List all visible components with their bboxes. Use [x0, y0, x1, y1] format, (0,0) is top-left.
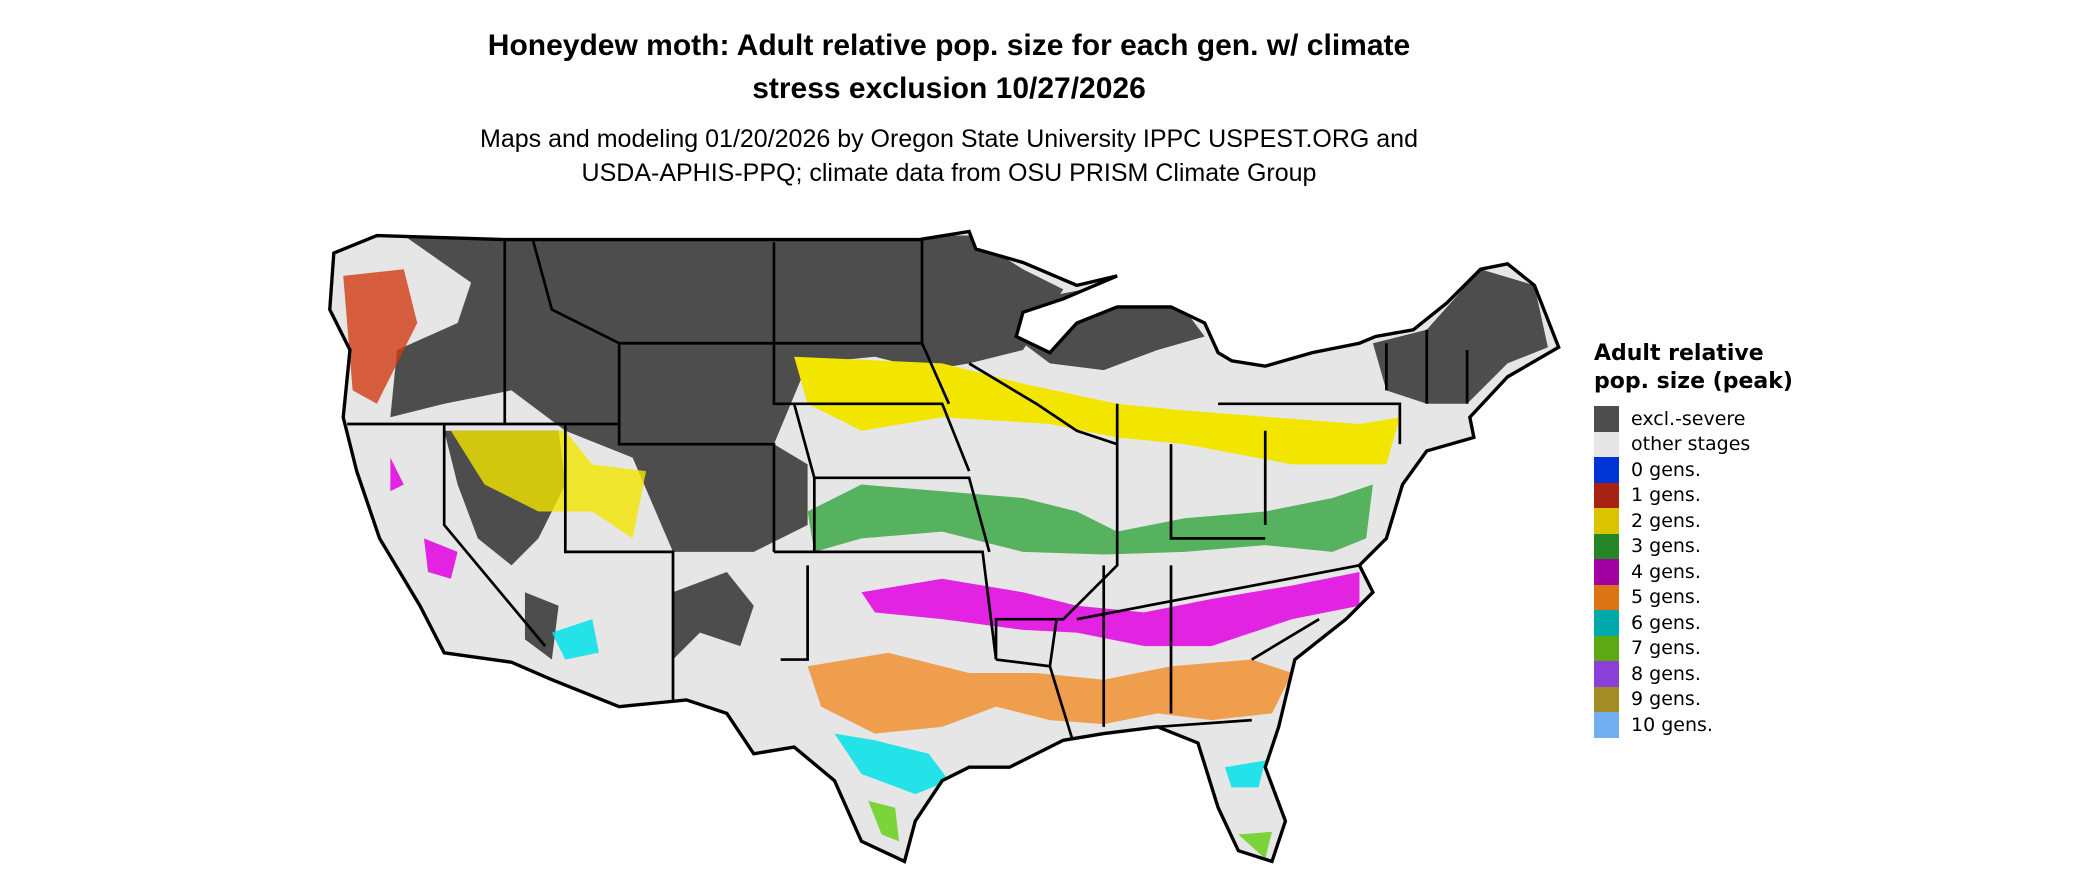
legend-swatch [1594, 686, 1619, 712]
map-title-line-2: stress exclusion 10/27/2026 [752, 72, 1146, 105]
region-excluded-southwest [524, 572, 754, 660]
legend-item: 4 gens. [1594, 559, 1794, 585]
region-2gen-west [450, 430, 647, 539]
legend-swatch [1594, 584, 1619, 610]
legend-label: 7 gens. [1631, 637, 1701, 660]
legend-swatch [1594, 661, 1619, 687]
legend-label: 5 gens. [1631, 586, 1701, 609]
map-subtitle-line-2: USDA-APHIS-PPQ; climate data from OSU PR… [581, 159, 1317, 187]
legend-swatch [1594, 508, 1619, 534]
region-2gen-band [794, 356, 1400, 465]
legend-item: 7 gens. [1594, 635, 1794, 661]
legend-label: 2 gens. [1631, 509, 1701, 532]
legend-swatch [1594, 559, 1619, 585]
map-subtitle-line-1: Maps and modeling 01/20/2026 by Oregon S… [480, 125, 1418, 153]
legend-swatch [1594, 610, 1619, 636]
legend-item: other stages [1594, 431, 1794, 457]
legend-label: 1 gens. [1631, 484, 1701, 507]
map-subtitle: Maps and modeling 01/20/2026 by Oregon S… [0, 122, 1898, 190]
region-4gen-band [390, 457, 1360, 647]
legend-label: excl.-severe [1631, 407, 1746, 430]
legend-item: 9 gens. [1594, 686, 1794, 712]
legend-label: 4 gens. [1631, 560, 1701, 583]
legend-item: excl.-severe [1594, 406, 1794, 432]
legend-label: other stages [1631, 433, 1751, 456]
legend-label: 8 gens. [1631, 662, 1701, 685]
legend-label: 10 gens. [1631, 713, 1713, 736]
map-title: Honeydew moth: Adult relative pop. size … [0, 24, 1898, 110]
legend-label: 3 gens. [1631, 535, 1701, 558]
state-borders [347, 235, 1469, 755]
legend: Adult relative pop. size (peak) excl.-se… [1594, 340, 1794, 738]
legend-item: 3 gens. [1594, 533, 1794, 559]
map-title-line-1: Honeydew moth: Adult relative pop. size … [487, 29, 1411, 62]
legend-swatch [1594, 533, 1619, 559]
legend-item: 8 gens. [1594, 661, 1794, 687]
legend-swatch [1594, 457, 1619, 483]
legend-item: 1 gens. [1594, 482, 1794, 508]
legend-label: 0 gens. [1631, 458, 1701, 481]
legend-item: 6 gens. [1594, 610, 1794, 636]
region-6gen-gulf [551, 619, 1266, 795]
legend-swatch [1594, 712, 1619, 738]
region-1gen-pnw [343, 269, 418, 404]
region-excluded-north [390, 235, 1064, 552]
legend-item: 0 gens. [1594, 457, 1794, 483]
legend-swatch [1594, 482, 1619, 508]
legend-swatch [1594, 406, 1619, 432]
legend-title: Adult relative pop. size (peak) [1594, 341, 1793, 394]
region-7gen-south [868, 800, 1272, 859]
legend-swatch [1594, 431, 1619, 457]
legend-item: 10 gens. [1594, 712, 1794, 738]
legend-item: 2 gens. [1594, 508, 1794, 534]
legend-label: 9 gens. [1631, 688, 1701, 711]
legend-swatch [1594, 635, 1619, 661]
legend-item: 5 gens. [1594, 584, 1794, 610]
region-excluded-northeast [1372, 269, 1548, 404]
legend-label: 6 gens. [1631, 611, 1701, 634]
